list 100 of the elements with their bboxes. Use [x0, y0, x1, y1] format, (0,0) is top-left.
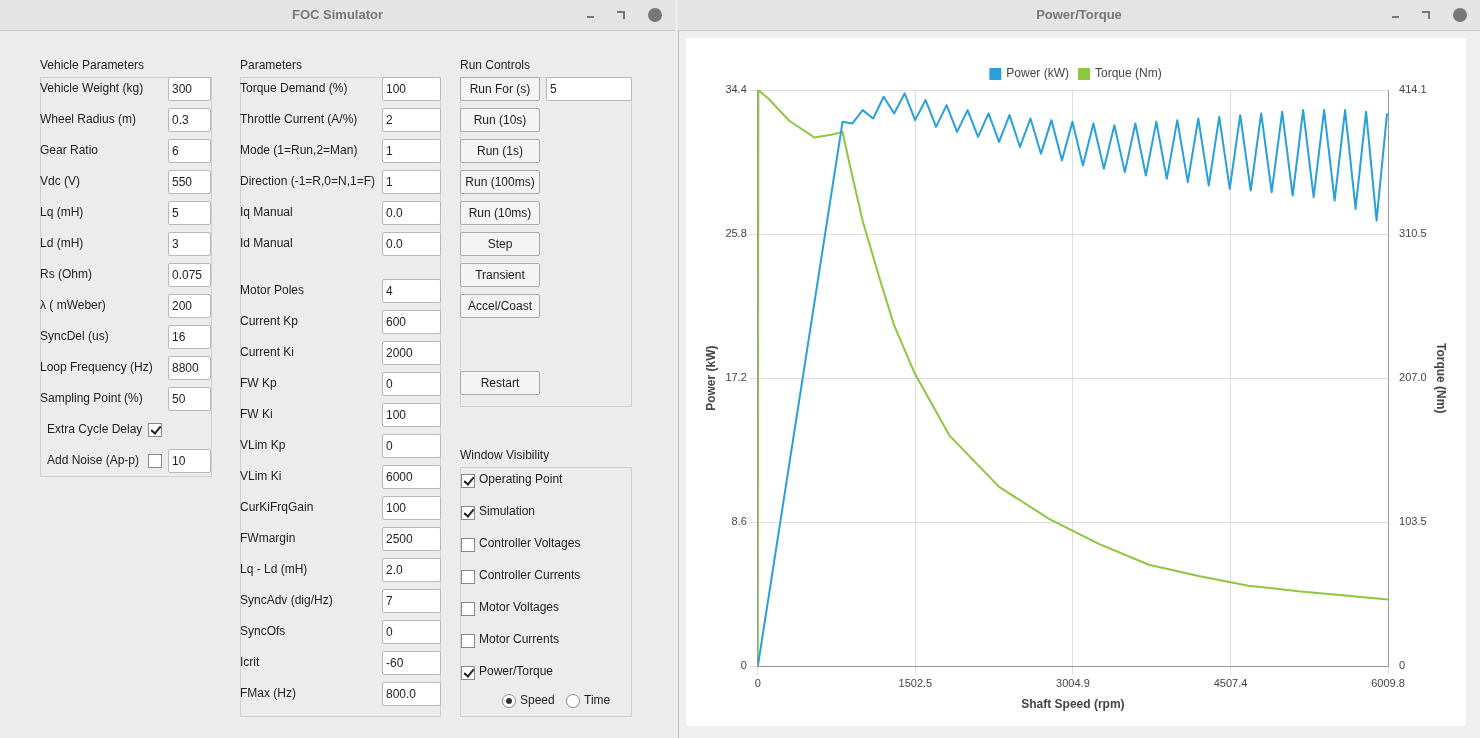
- category-label: Run (10ms): [460, 201, 540, 225]
- text: 5: [172, 206, 179, 220]
- y-tick-label: 25.8: [725, 227, 747, 240]
- category-label: FWmargin: [240, 531, 296, 545]
- category-label: Lq - Ld (mH): [240, 562, 308, 576]
- category-label: Time: [584, 693, 611, 707]
- text: 0.3: [172, 113, 189, 127]
- category-label: Gear Ratio: [40, 143, 99, 157]
- x-tick-label: 0: [754, 677, 761, 690]
- text: 50: [172, 392, 186, 406]
- category-label: SyncDel (us): [40, 329, 109, 343]
- category-label: Motor Currents: [479, 632, 560, 646]
- text: 100: [386, 501, 407, 515]
- x-tick-label: 3004.9: [1056, 677, 1090, 690]
- category-label: Accel/Coast: [460, 294, 540, 318]
- text: Vehicle Parameters: [40, 58, 145, 72]
- category-label: Torque Demand (%): [240, 81, 348, 95]
- category-label: Transient: [460, 263, 540, 287]
- category-label: Icrit: [240, 655, 260, 669]
- text: 16: [172, 330, 186, 344]
- x-tick-label: 4507.4: [1213, 677, 1248, 690]
- text: 6: [172, 144, 179, 158]
- text: 1: [386, 144, 393, 158]
- y2-tick-label: 207.0: [1399, 371, 1427, 384]
- category-label: Power/Torque: [479, 664, 554, 678]
- category-label: Id Manual: [240, 236, 293, 250]
- category-label: Extra Cycle Delay: [47, 422, 143, 436]
- category-label: Run (1s): [460, 139, 540, 163]
- legend-label: Torque (Nm): [1094, 66, 1162, 81]
- text: 8800: [172, 361, 199, 375]
- category-label: Current Kp: [240, 314, 299, 328]
- x-tick-label: 6009.8: [1371, 677, 1405, 690]
- text: 600: [386, 315, 407, 329]
- text: 7: [386, 594, 393, 608]
- text: 550: [172, 175, 193, 189]
- category-label: Simulation: [479, 504, 536, 518]
- y2-axis-title: Torque (Nm): [1434, 342, 1449, 414]
- category-label: VLim Ki: [240, 469, 282, 483]
- text: 100: [386, 408, 407, 422]
- y2-tick-label: 310.5: [1399, 227, 1427, 240]
- category-label: Rs (Ohm): [40, 267, 92, 281]
- y-axis-title: Power (kW): [703, 345, 718, 411]
- category-label: Throttle Current (A/%): [240, 112, 358, 126]
- legend-label: Power (kW): [1006, 66, 1069, 81]
- text: 5: [550, 82, 557, 96]
- category-label: Run (100ms): [460, 170, 540, 194]
- text: FOC Simulator: [0, 0, 675, 30]
- category-label: λ ( mWeber): [40, 298, 106, 312]
- category-label: FW Ki: [240, 407, 273, 421]
- text: 2: [386, 113, 393, 127]
- y-tick-label: 8.6: [731, 515, 747, 528]
- text: 2000: [386, 346, 413, 360]
- category-label: Vehicle Weight (kg): [40, 81, 144, 95]
- text: 0.0: [386, 206, 403, 220]
- chart-title: Power/Torque: [678, 0, 1480, 30]
- text: 10: [172, 454, 186, 468]
- category-label: Operating Point: [479, 472, 563, 486]
- category-label: Run (10s): [460, 108, 540, 132]
- category-label: Controller Voltages: [479, 536, 581, 550]
- text: 0: [386, 625, 393, 639]
- text: Window Visibility: [460, 448, 550, 462]
- x-tick-label: 1502.5: [898, 677, 933, 690]
- text: 4: [386, 284, 393, 298]
- category-label: Vdc (V): [40, 174, 81, 188]
- text: 2.0: [386, 563, 403, 577]
- x-axis-title: Shaft Speed (rpm): [1021, 697, 1125, 712]
- category-label: Speed: [520, 693, 555, 707]
- y2-tick-label: 0: [1399, 659, 1406, 672]
- text: -60: [386, 656, 404, 670]
- text: 300: [172, 82, 193, 96]
- text: 0: [386, 439, 393, 453]
- y-tick-label: 34.4: [725, 83, 747, 96]
- category-label: Motor Poles: [240, 283, 305, 297]
- category-label: Step: [460, 232, 540, 256]
- category-label: FMax (Hz): [240, 686, 296, 700]
- text: 3: [172, 237, 179, 251]
- y2-tick-label: 414.1: [1399, 83, 1427, 96]
- category-label: FW Kp: [240, 376, 277, 390]
- text: 6000: [386, 470, 413, 484]
- text: 200: [172, 299, 193, 313]
- category-label: SyncOfs: [240, 624, 286, 638]
- category-label: Ld (mH): [40, 236, 84, 250]
- category-label: Sampling Point (%): [40, 391, 143, 405]
- category-label: CurKiFrqGain: [240, 500, 314, 514]
- category-label: VLim Kp: [240, 438, 286, 452]
- category-label: Loop Frequency (Hz): [40, 360, 153, 374]
- text: 800.0: [386, 687, 417, 701]
- text: 0.0: [386, 237, 403, 251]
- text: 0.075: [172, 268, 203, 282]
- y-tick-label: 0: [740, 659, 747, 672]
- category-label: Current Ki: [240, 345, 295, 359]
- category-label: Mode (1=Run,2=Man): [240, 143, 358, 157]
- category-label: Restart: [460, 371, 540, 395]
- category-label: Wheel Radius (m): [40, 112, 137, 126]
- text: 2500: [386, 532, 413, 546]
- category-label: Motor Voltages: [479, 600, 560, 614]
- text: Run Controls: [460, 58, 531, 72]
- category-label: Iq Manual: [240, 205, 293, 219]
- text: 1: [386, 175, 393, 189]
- text: 100: [386, 82, 407, 96]
